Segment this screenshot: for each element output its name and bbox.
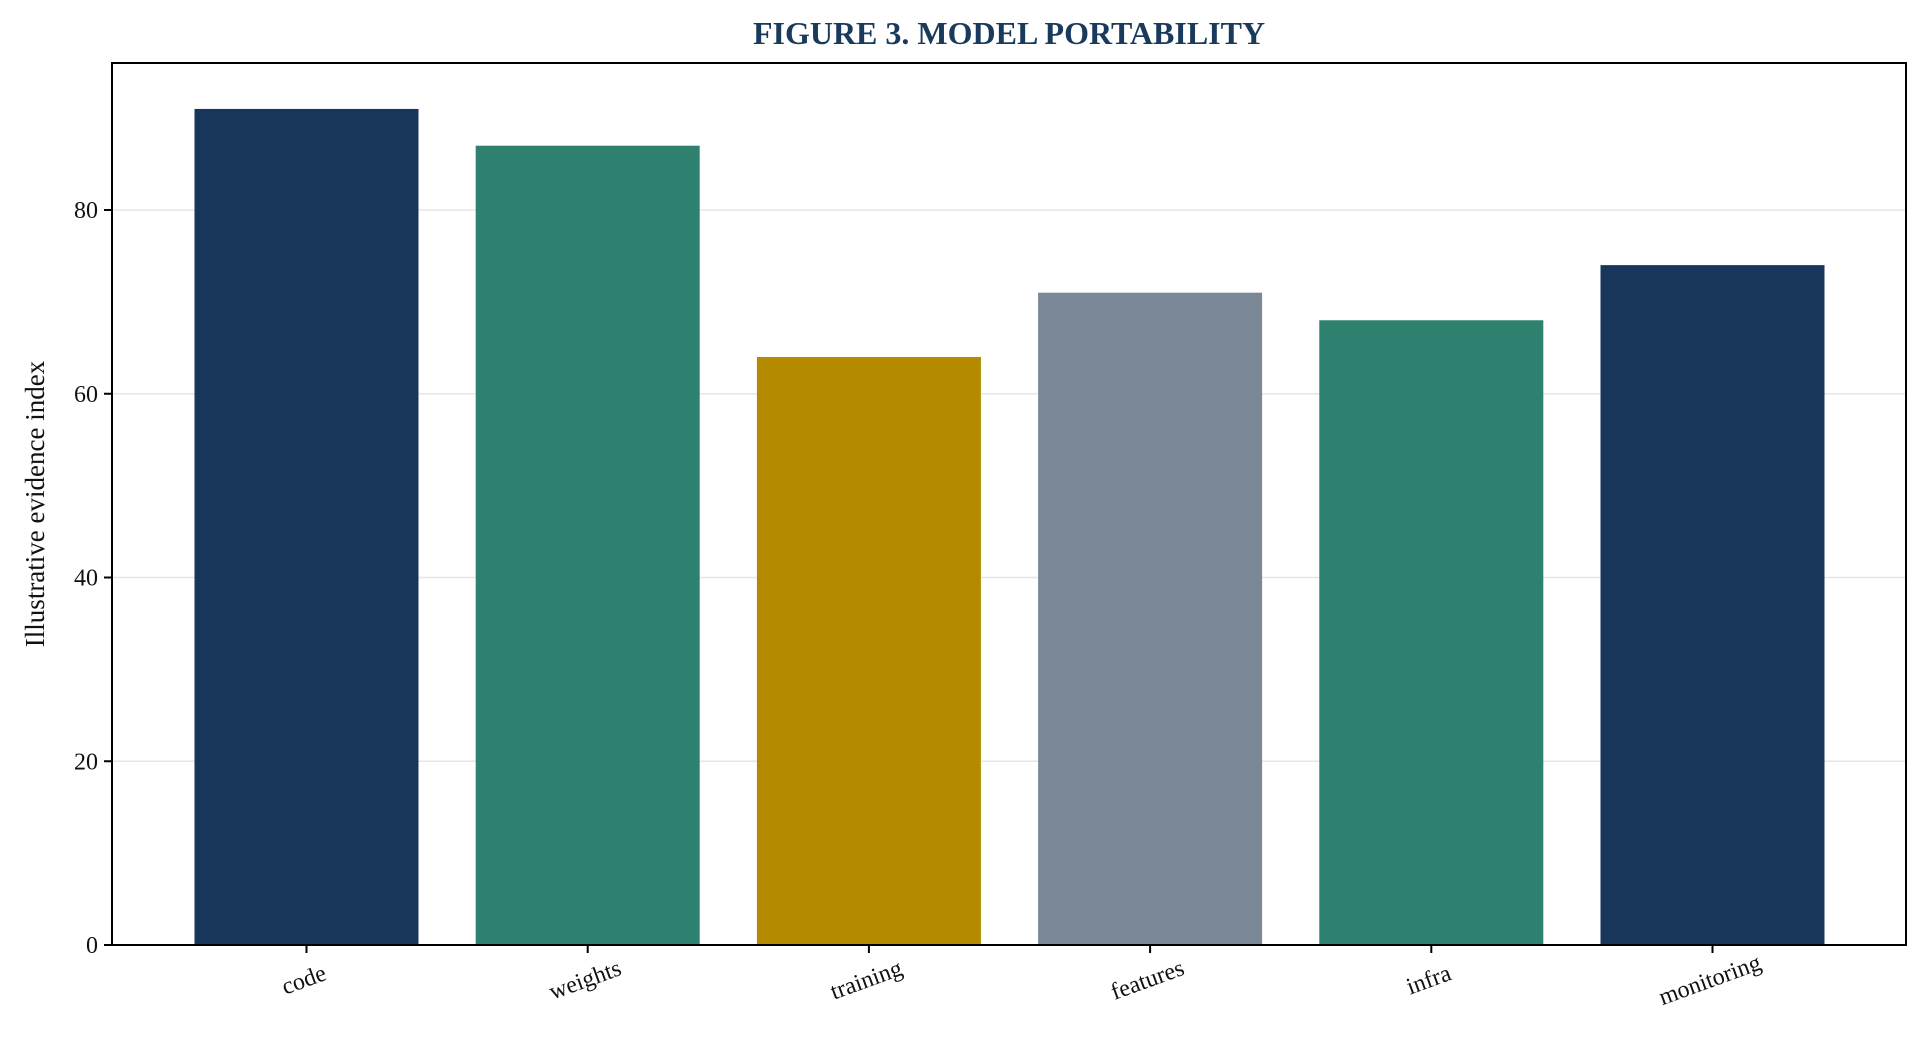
bar-weights — [475, 145, 700, 945]
chart-title: FIGURE 3. MODEL PORTABILITY — [753, 15, 1265, 51]
bar-monitoring — [1600, 265, 1825, 945]
bars — [194, 108, 1825, 945]
x-tick-label: training — [827, 955, 906, 1005]
y-axis: 0 20 40 60 80 — [74, 198, 112, 959]
bar-infra — [1319, 320, 1544, 945]
plot-frame — [111, 62, 1907, 946]
x-axis: code weights training features infra monitori… — [278, 945, 1765, 1011]
x-tick-label: weights — [546, 955, 625, 1005]
x-tick-label: monitoring — [1656, 950, 1765, 1011]
y-tick-label: 60 — [74, 382, 98, 408]
x-tick-label: features — [1108, 955, 1188, 1005]
x-tick-label: code — [278, 960, 329, 1000]
x-tick-label: infra — [1403, 960, 1455, 1000]
bar-features — [1038, 292, 1263, 945]
y-tick-label: 20 — [74, 749, 98, 775]
y-axis-label: Illustrative evidence index — [20, 360, 50, 647]
y-tick-label: 0 — [86, 933, 98, 959]
y-tick-label: 80 — [74, 198, 98, 224]
bar-training — [756, 357, 981, 945]
bar-code — [194, 108, 419, 945]
y-tick-label: 40 — [74, 566, 98, 592]
